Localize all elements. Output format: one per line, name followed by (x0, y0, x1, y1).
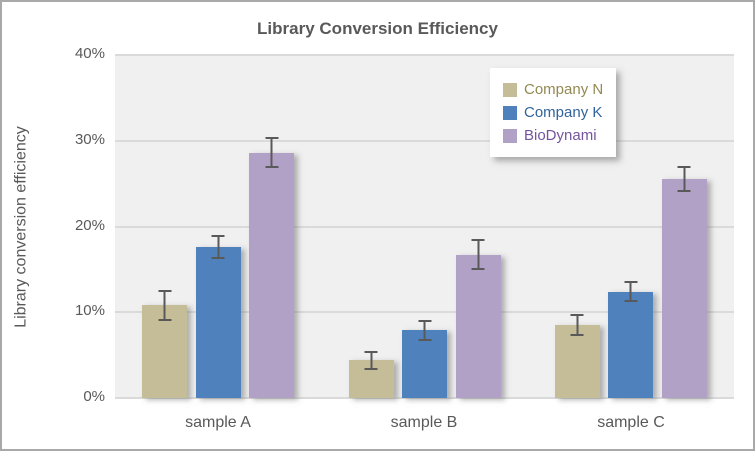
y-tick-label-0%: 0% (83, 388, 105, 405)
gridline-0% (115, 397, 734, 399)
x-axis-label-sample-b: sample B (390, 414, 458, 431)
bar-company-k-sample-c (608, 291, 654, 398)
plot-area (115, 54, 734, 399)
error-bar-company-n-sample-c (570, 313, 584, 337)
bar-company-k-sample-a (195, 247, 241, 398)
bar-biodynami-sample-b (455, 254, 501, 398)
legend-swatch-biodynami (503, 128, 517, 143)
error-bar-line (163, 291, 166, 319)
error-bar-company-n-sample-a (158, 289, 172, 321)
y-tick-label-20%: 20% (74, 216, 105, 234)
legend-label-company-n: Company N (524, 81, 604, 98)
error-bar-line (270, 139, 273, 167)
gridline-10% (115, 311, 734, 314)
error-bar-company-n-sample-b (364, 350, 378, 370)
error-bar-line (576, 315, 579, 335)
y-tick-label-10%: 10% (74, 302, 105, 320)
error-bar-biodynami-sample-b (471, 239, 485, 271)
error-bar-line (370, 352, 372, 368)
x-axis-label-sample-c: sample C (597, 414, 665, 431)
y-tick-label-40%: 40% (74, 45, 105, 62)
error-bar-company-k-sample-a (211, 235, 225, 260)
gridline-20% (115, 225, 734, 228)
legend-swatch-company-n (503, 82, 517, 97)
legend: Company N Company K BioDynami (490, 68, 617, 157)
error-bar-line (477, 241, 479, 269)
gridline-40% (115, 54, 734, 56)
legend-row-company-n: Company N (503, 80, 603, 99)
error-bar-biodynami-sample-c (677, 166, 691, 193)
x-axis-label-sample-a: sample A (185, 414, 251, 431)
bar-biodynami-sample-a (249, 152, 295, 398)
legend-label-company-k: Company K (524, 104, 603, 121)
error-bar-company-k-sample-b (418, 319, 431, 341)
legend-row-biodynami: BioDynami (503, 126, 603, 145)
y-tick-label-30%: 30% (74, 130, 105, 148)
bar-company-n-sample-c (554, 325, 600, 398)
error-bar-biodynami-sample-a (265, 137, 279, 169)
bar-biodynami-sample-c (661, 179, 707, 398)
gridline-30% (115, 139, 734, 142)
error-bar-company-k-sample-c (624, 281, 638, 302)
error-bar-line (683, 168, 686, 191)
error-bar-line (629, 283, 632, 300)
legend-label-biodynami: BioDynami (524, 127, 597, 144)
error-bar-line (423, 321, 426, 339)
bar-company-k-sample-b (402, 330, 447, 398)
legend-row-company-k: Company K (503, 103, 603, 122)
chart-title: Library Conversion Efficiency (257, 19, 498, 38)
legend-swatch-company-k (503, 105, 517, 120)
error-bar-line (217, 237, 220, 258)
